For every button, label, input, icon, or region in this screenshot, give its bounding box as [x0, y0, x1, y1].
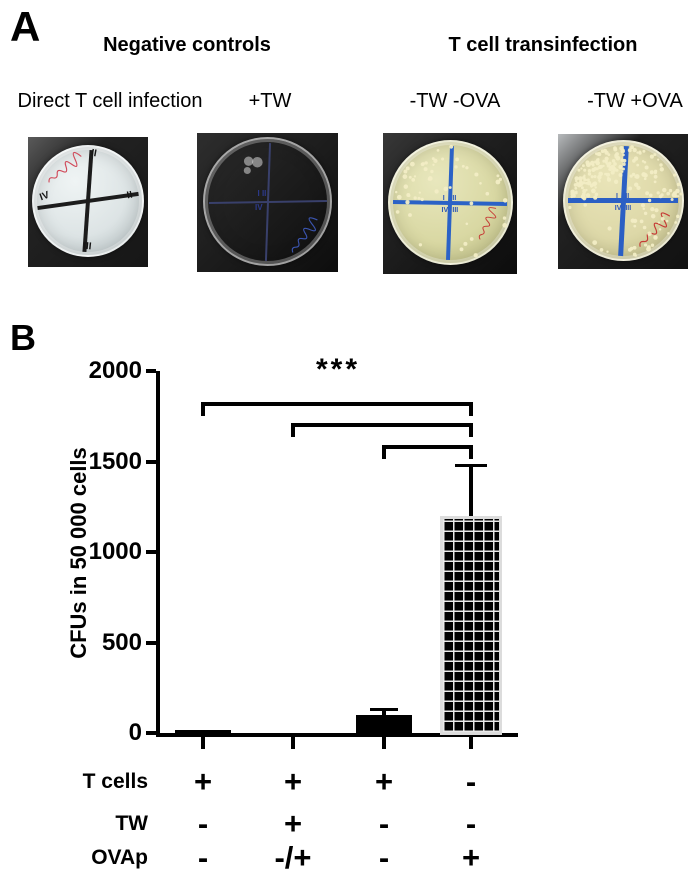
x-axis-tick — [291, 737, 295, 749]
x-axis-tick — [382, 737, 386, 749]
plate-label-minus-tw-plus-ova: -TW +OVA — [587, 90, 683, 112]
x-axis-line — [156, 733, 518, 737]
condition-sign: - — [465, 764, 477, 799]
y-axis-tick — [146, 731, 156, 735]
bacterial-colonies — [394, 144, 507, 258]
error-bar-cap — [370, 708, 398, 712]
x-axis-tick — [469, 737, 473, 749]
quadrant-numeral: II — [452, 195, 457, 203]
quadrant-numeral: II — [625, 193, 630, 201]
handwritten-note — [291, 217, 318, 253]
plate-label-plus-tw: +TW — [248, 90, 292, 112]
condition-sign: - — [197, 806, 209, 841]
bar-3 — [356, 715, 412, 735]
condition-sign: -/+ — [274, 840, 312, 875]
petri-plate-photo-1: II II III IV — [28, 137, 148, 267]
y-axis-title: CFUs in 50 000 cells — [66, 447, 91, 659]
minus-tw-minus-ova-plate: I II IV III — [387, 140, 513, 265]
handwritten-note — [639, 212, 671, 247]
petri-plate-photo-4: I II IV III — [558, 134, 688, 269]
quadrant-numeral: I — [442, 195, 445, 203]
group-header-negative-controls: Negative controls — [103, 34, 271, 56]
plus-tw-plate: I II IV — [203, 137, 332, 266]
condition-sign: + — [283, 806, 303, 841]
condition-row-label: OVAp — [91, 846, 148, 869]
condition-sign: + — [283, 764, 303, 799]
error-bar-line — [382, 709, 386, 715]
quadrant-numeral: I II — [257, 189, 267, 199]
quadrant-numeral: I — [615, 193, 618, 201]
bar-1 — [175, 730, 231, 735]
y-axis-tick — [146, 640, 156, 645]
panel-a-label: A — [10, 3, 41, 50]
condition-sign: - — [197, 840, 209, 875]
condition-sign: + — [193, 764, 213, 799]
y-axis-tick — [146, 459, 156, 464]
condition-row-label: T cells — [82, 770, 148, 793]
petri-plate-photo-2: I II IV — [197, 133, 338, 272]
y-axis-tick — [146, 550, 156, 554]
y-axis-tick-label: 2000 — [88, 357, 142, 384]
quadrant-cross-horizontal — [568, 198, 678, 203]
quadrant-numeral: IV — [441, 207, 449, 215]
condition-sign: - — [465, 806, 477, 841]
significance-bracket — [382, 445, 473, 459]
y-axis-tick-label: 0 — [128, 719, 142, 746]
y-axis-line — [156, 371, 160, 737]
group-header-t-cell-transinfection: T cell transinfection — [448, 34, 638, 56]
quadrant-numeral: III — [452, 207, 459, 215]
y-axis-tick — [146, 369, 156, 373]
plate-label-direct-infection: Direct T cell infection — [17, 90, 203, 112]
condition-sign: - — [378, 806, 390, 841]
bacterial-colonies — [567, 145, 683, 257]
x-axis-tick — [201, 737, 205, 749]
direct-t-cell-infection-plate: II II III IV — [32, 145, 144, 257]
condition-sign: - — [378, 840, 390, 875]
bacterial-colonies — [34, 147, 146, 259]
minus-tw-plus-ova-plate: I II IV III — [562, 140, 684, 261]
plate-label-minus-tw-minus-ova: -TW -OVA — [409, 90, 501, 112]
petri-plate-photo-3: I II IV III — [383, 133, 517, 274]
panel-b-label: B — [10, 317, 36, 358]
handwritten-note — [479, 207, 497, 240]
significance-stars: *** — [315, 353, 361, 386]
quadrant-numeral: IV — [255, 203, 263, 212]
condition-sign: + — [461, 840, 481, 875]
bar-4 — [440, 516, 502, 735]
significance-bracket — [291, 423, 473, 437]
quadrant-numeral: IV — [614, 205, 622, 213]
bacterial-colonies — [243, 156, 263, 175]
condition-sign: + — [374, 764, 394, 799]
handwritten-note — [48, 152, 82, 183]
quadrant-numeral: III — [625, 205, 632, 213]
significance-bracket — [201, 402, 473, 416]
condition-row-label: TW — [115, 812, 148, 835]
error-bar-line — [469, 465, 473, 516]
error-bar-cap — [455, 464, 487, 468]
